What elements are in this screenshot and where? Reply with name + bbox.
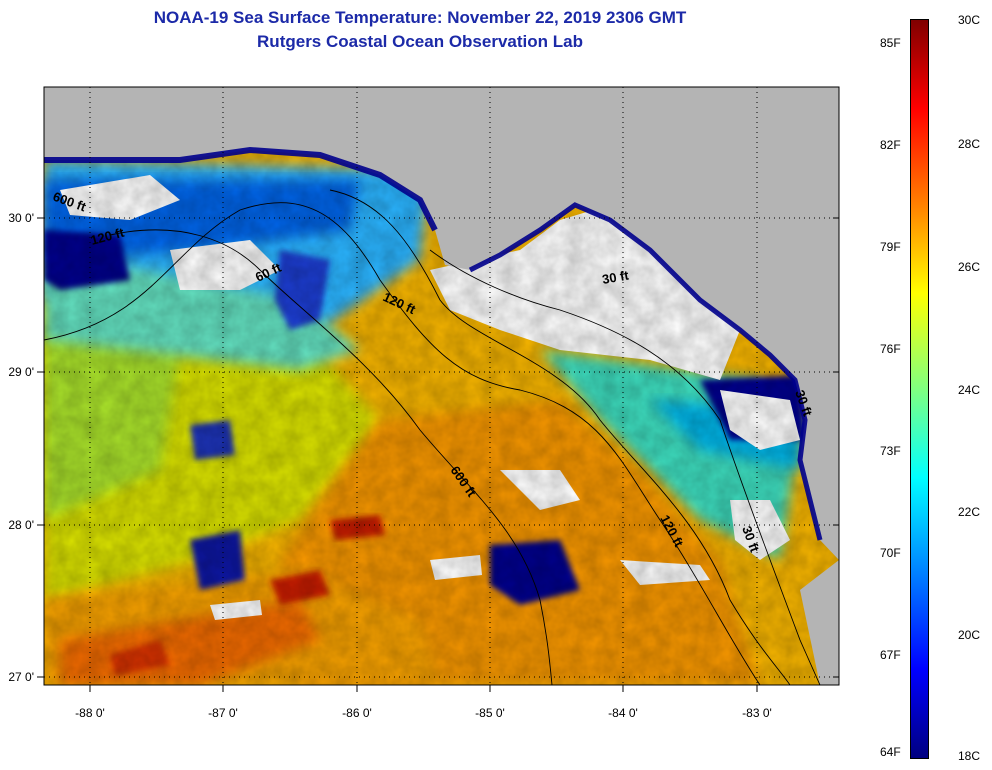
map-frame xyxy=(43,86,840,686)
colorbar-f-label: 70F xyxy=(880,546,901,560)
colorbar-c-label: 28C xyxy=(958,137,981,151)
colorbar-f-label: 76F xyxy=(880,342,901,356)
lon-tick-label: -87 0' xyxy=(208,706,238,720)
colorbar-f-label: 82F xyxy=(880,138,901,152)
colorbar-c-label: 30C xyxy=(958,13,981,27)
colorbar-f-label: 64F xyxy=(880,745,901,759)
lon-tick-label: -84 0' xyxy=(608,706,638,720)
lon-tick-label: -83 0' xyxy=(742,706,772,720)
temperature-colorbar xyxy=(910,19,929,759)
map-imagery xyxy=(44,87,839,685)
lon-tick-label: -88 0' xyxy=(75,706,105,720)
colorbar-f-label: 85F xyxy=(880,36,901,50)
map-subtitle: Rutgers Coastal Ocean Observation Lab xyxy=(257,32,583,51)
colorbar-f-label: 67F xyxy=(880,648,901,662)
colorbar-f-label: 73F xyxy=(880,444,901,458)
colorbar-c-label: 22C xyxy=(958,505,981,519)
colorbar-c-label: 24C xyxy=(958,383,981,397)
axis-ticks xyxy=(37,217,839,692)
lat-tick-label: 27 0' xyxy=(8,670,34,684)
lat-tick-label: 29 0' xyxy=(8,365,34,379)
contour-label: 30 ft xyxy=(601,267,631,287)
lat-tick-label: 28 0' xyxy=(8,518,34,532)
colorbar-f-label: 79F xyxy=(880,240,901,254)
lon-tick-label: -86 0' xyxy=(342,706,372,720)
lon-tick-label: -85 0' xyxy=(475,706,505,720)
colorbar-c-label: 26C xyxy=(958,260,981,274)
colorbar-c-label: 18C xyxy=(958,749,981,763)
lat-tick-label: 30 0' xyxy=(8,211,34,225)
colorbar-c-label: 20C xyxy=(958,628,981,642)
map-title: NOAA-19 Sea Surface Temperature: Novembe… xyxy=(153,8,687,27)
